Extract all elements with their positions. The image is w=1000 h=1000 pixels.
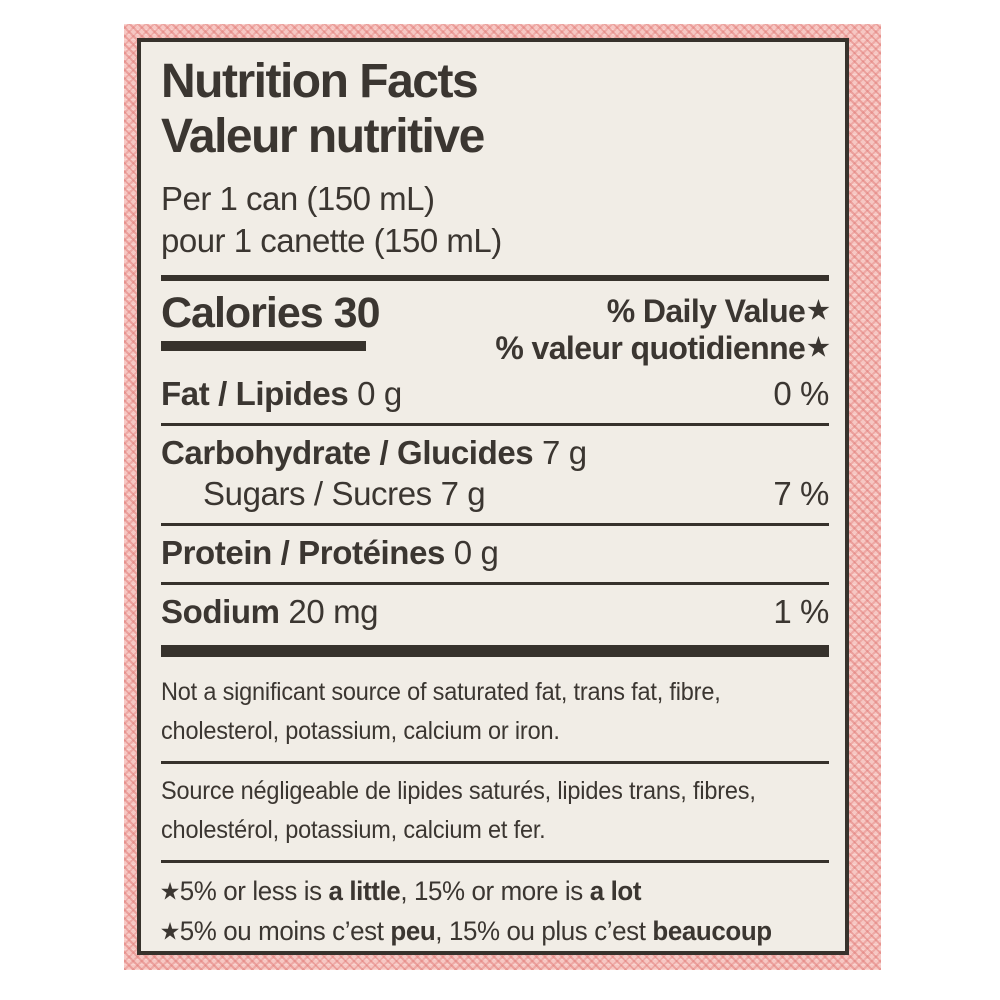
nutrient-name: Sodium 20 mg [161, 592, 379, 630]
asterisk-star-icon: ★ [807, 333, 829, 362]
calories-section: Calories 30 % Daily Value★ % valeur quot… [161, 288, 830, 367]
title-fr: Valeur nutritive [161, 110, 485, 164]
calories-underline-bar [161, 341, 366, 352]
serving-size-en: Per 1 can (150 mL) [161, 180, 435, 218]
daily-value-header-fr: % valeur quotidienne★ [495, 329, 829, 366]
calories-value: 30 [333, 288, 381, 337]
nutrient-daily-value: 7 % [773, 475, 829, 512]
calories-text: Calories 30 [161, 288, 381, 337]
footnote-en: ★5% or less is a little, 15% or more is … [161, 875, 642, 906]
insignificant-source-note-fr: Source négligeable de lipides saturés, l… [161, 776, 756, 844]
divider-thin [161, 760, 829, 764]
nutrient-name: Fat / Lipides 0 g [161, 375, 402, 413]
nutrient-name: Carbohydrate / Glucides 7 g [161, 434, 587, 472]
pink-textured-mat: Nutrition Facts Valeur nutritive Per 1 c… [124, 24, 881, 970]
asterisk-star-icon: ★ [161, 920, 179, 944]
divider-thin [161, 423, 829, 427]
insignificant-source-note-en: Not a significant source of saturated fa… [161, 677, 721, 745]
title-en: Nutrition Facts [161, 55, 479, 108]
asterisk-star-icon: ★ [161, 880, 179, 904]
footnote-fr: ★5% ou moins c’est peu, 15% ou plus c’es… [161, 915, 772, 946]
calories-block: Calories 30 [161, 288, 381, 352]
serving-size-fr: pour 1 canette (150 mL) [161, 221, 502, 259]
divider-thin [161, 859, 829, 863]
divider-heavy-top [161, 274, 829, 281]
asterisk-star-icon: ★ [807, 296, 829, 325]
nutrient-name: Protein / Protéines 0 g [161, 533, 499, 571]
nutrient-row-protein: Protein / Protéines 0 g [161, 533, 829, 572]
nutrient-daily-value: 0 % [773, 375, 829, 413]
daily-value-header: % Daily Value★ % valeur quotidienne★ [495, 291, 829, 367]
nutrient-row-sugars: Sugars / Sucres 7 g 7 % [161, 472, 829, 513]
nutrient-name: Sugars / Sucres 7 g [203, 475, 486, 512]
calories-label: Calories [161, 288, 324, 337]
nutrient-daily-value: 1 % [773, 592, 829, 630]
divider-heavy-bottom [161, 644, 829, 657]
nutrient-row-sodium: Sodium 20 mg 1 % [161, 592, 829, 631]
divider-thin [161, 522, 829, 526]
nutrient-row-fat: Fat / Lipides 0 g 0 % [161, 375, 829, 413]
nutrition-facts-label: Nutrition Facts Valeur nutritive Per 1 c… [137, 38, 849, 955]
daily-value-header-en: % Daily Value★ [606, 292, 830, 329]
divider-thin [161, 581, 829, 585]
nutrient-row-carbohydrate: Carbohydrate / Glucides 7 g [161, 434, 829, 472]
